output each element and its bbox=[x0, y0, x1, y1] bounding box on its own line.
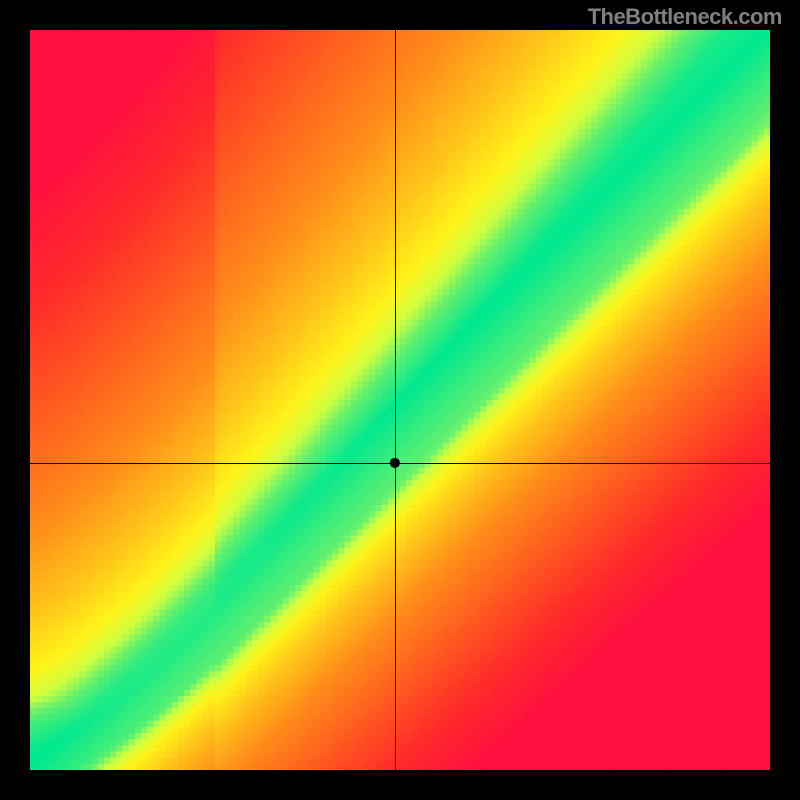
heatmap-plot bbox=[30, 30, 770, 770]
chart-container: TheBottleneck.com bbox=[0, 0, 800, 800]
heatmap-canvas bbox=[30, 30, 770, 770]
attribution-text: TheBottleneck.com bbox=[588, 4, 782, 30]
